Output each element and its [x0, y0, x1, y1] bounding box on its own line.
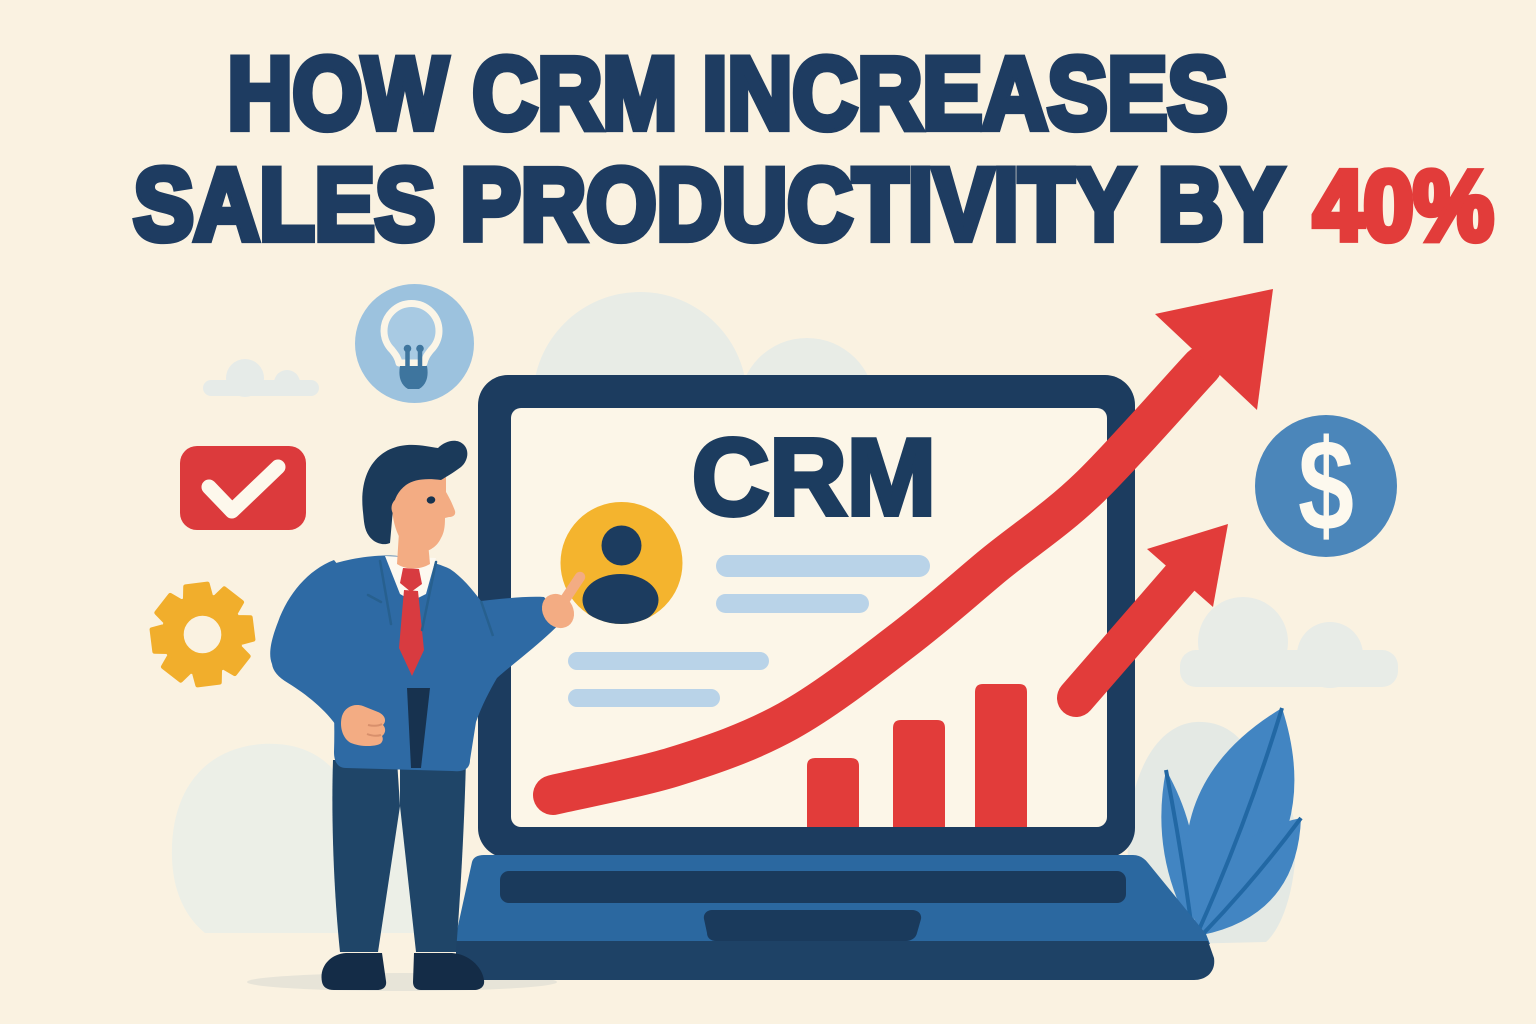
svg-text:40%: 40%: [1314, 151, 1494, 261]
svg-text:HOW CRM INCREASES: HOW CRM INCREASES: [228, 37, 1228, 151]
svg-text:CRM: CRM: [692, 417, 936, 539]
svg-text:$: $: [1298, 412, 1354, 558]
svg-text:SALES PRODUCTIVITY BY: SALES PRODUCTIVITY BY: [134, 148, 1284, 262]
